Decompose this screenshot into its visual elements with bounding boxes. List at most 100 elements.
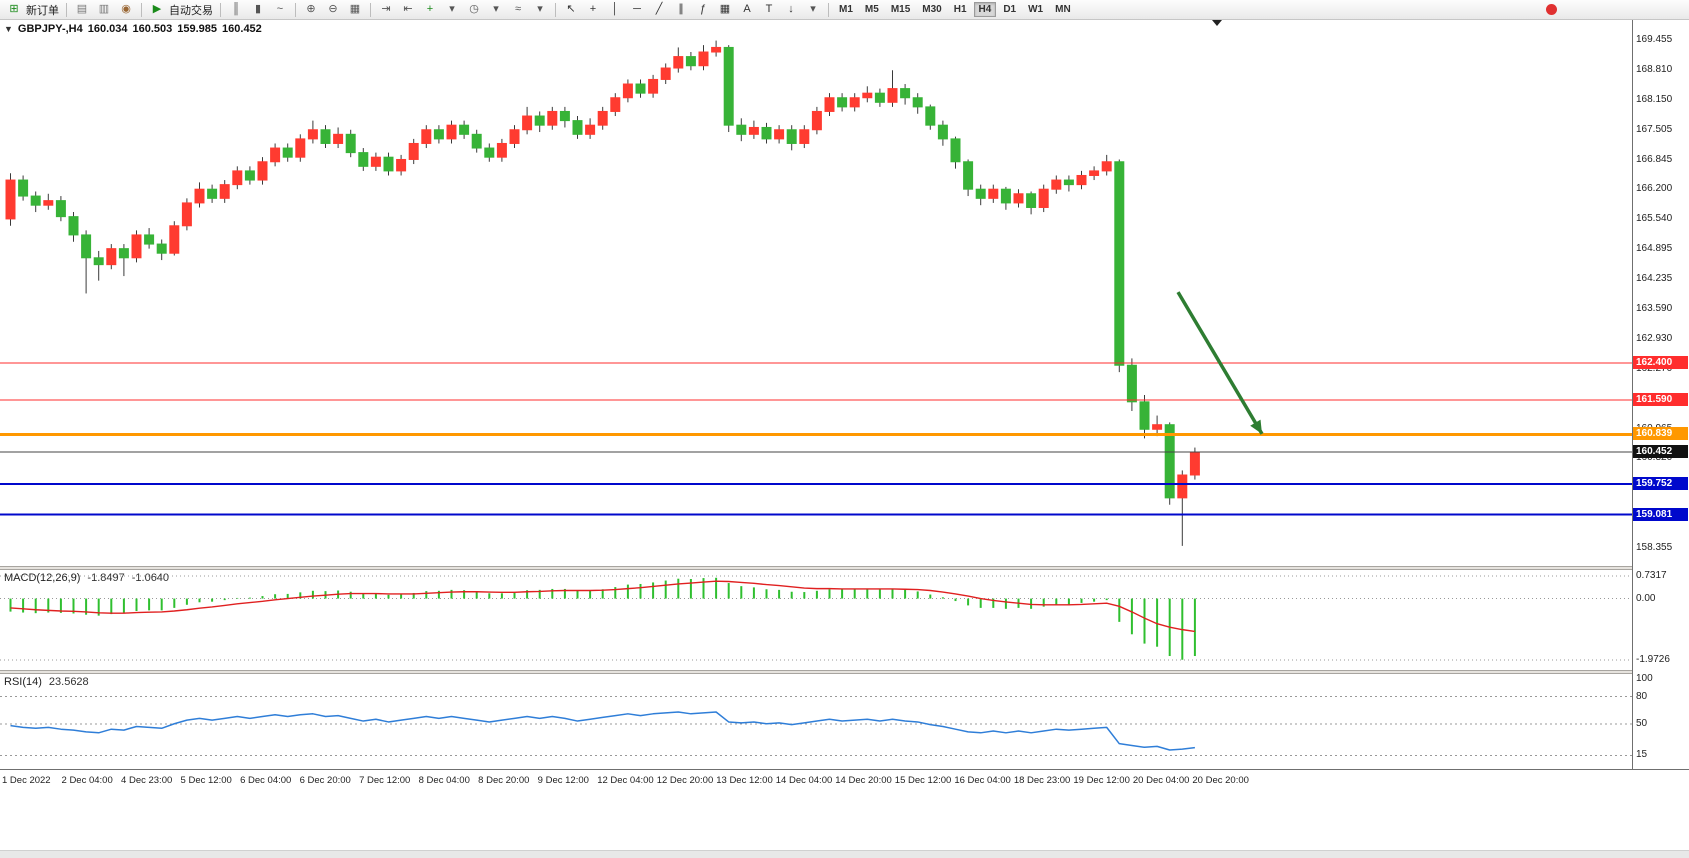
bullish-candle <box>698 51 709 67</box>
timeframe-button-m15[interactable]: M15 <box>890 4 911 15</box>
bullish-candle <box>1038 188 1049 208</box>
channel-icon: ∥ <box>678 3 684 15</box>
timeframe-button-m1[interactable]: M1 <box>839 4 853 15</box>
auto-trading-icon[interactable]: ▶ <box>147 2 167 18</box>
periods-dropdown-icon: ▾ <box>493 3 499 15</box>
ohlc-open: 160.034 <box>87 23 128 35</box>
templates-dropdown-icon[interactable]: ▾ <box>530 2 550 18</box>
fibonacci-icon[interactable]: ƒ <box>693 2 713 18</box>
timeframe-button-m30[interactable]: M30 <box>922 4 942 15</box>
trendline-icon: ╱ <box>655 3 663 15</box>
bar-chart-icon[interactable]: ║ <box>226 2 246 18</box>
time-axis-label: 19 Dec 12:00 <box>1073 775 1130 786</box>
profiles-icon[interactable]: ▥ <box>94 2 114 18</box>
bullish-candle <box>1013 193 1024 204</box>
arrows-icon[interactable]: ↓ <box>781 2 801 18</box>
alert-badge-icon[interactable] <box>1546 4 1557 15</box>
bearish-candle <box>900 88 911 99</box>
price-axis-tick: 167.505 <box>1636 123 1673 135</box>
candlestick-chart-icon[interactable]: ▮ <box>248 2 268 18</box>
macd-label: MACD(12,26,9) -1.8497 -1.0640 <box>4 572 169 584</box>
tile-windows-icon[interactable]: ▦ <box>345 2 365 18</box>
trendline-icon[interactable]: ╱ <box>649 2 669 18</box>
bullish-candle <box>648 78 659 94</box>
bearish-candle <box>118 248 129 259</box>
price-axis-tick: 164.895 <box>1636 242 1673 254</box>
vertical-line-icon: │ <box>611 3 619 15</box>
rsi-line <box>10 711 1195 751</box>
timeframe-button-mn[interactable]: MN <box>1055 4 1071 15</box>
price-axis-tick: 168.810 <box>1636 63 1673 75</box>
bottom-margin <box>0 795 1689 858</box>
chart-window-icon[interactable]: ▤ <box>72 2 92 18</box>
toolbar: ⊞ 新订单 ▤ ▥ ◉ ▶ 自动交易 ║ ▮ ~ ⊕ ⊖ ▦ ⇥ ⇤ + ▾ ◷ ▾ ≈ ▾ ↖ + │ ─ ╱ ∥ ƒ ▦ A T ↓ ▾ M1… <box>0 0 1689 20</box>
annotation-arrowhead <box>1250 419 1262 434</box>
zoom-in-icon[interactable]: ⊕ <box>301 2 321 18</box>
templates-icon[interactable]: ≈ <box>508 2 528 18</box>
timeframe-button-m5[interactable]: M5 <box>864 4 879 15</box>
bullish-candle <box>446 124 457 140</box>
auto-scroll-icon[interactable]: ⇥ <box>376 2 396 18</box>
macd-canvas[interactable] <box>0 570 1632 670</box>
new-order-icon[interactable]: ⊞ <box>4 2 24 18</box>
zoom-out-icon[interactable]: ⊖ <box>323 2 343 18</box>
bullish-candle <box>597 110 608 126</box>
grid-icon[interactable]: ▦ <box>715 2 735 18</box>
bearish-candle <box>207 188 218 199</box>
time-axis[interactable]: 1 Dec 2022 2 Dec 04:00 4 Dec 23:00 5 Dec 12… <box>0 769 1689 795</box>
bearish-candle <box>55 200 66 218</box>
bullish-candle <box>1101 161 1112 172</box>
bullish-candle <box>270 147 281 163</box>
timeframe-button-d1[interactable]: D1 <box>1003 4 1017 15</box>
periods-icon[interactable]: ◷ <box>464 2 484 18</box>
profiles-icon: ▥ <box>98 3 110 15</box>
bullish-candle <box>799 129 810 144</box>
price-axis-tick: 162.930 <box>1636 332 1673 344</box>
bullish-candle <box>509 129 520 144</box>
rsi-title: RSI(14) <box>4 676 42 688</box>
arrows-dropdown-icon[interactable]: ▾ <box>803 2 823 18</box>
bearish-candle <box>1126 364 1137 403</box>
time-axis-label: 9 Dec 12:00 <box>537 775 589 786</box>
bearish-candle <box>18 179 29 197</box>
chart-menu-dropdown-icon[interactable]: ▼ <box>4 24 13 34</box>
price-axis[interactable]: 169.455 168.810 168.150 167.505 166.845 166.2… <box>1632 20 1689 769</box>
bearish-candle <box>1063 179 1074 186</box>
price-axis-tick: 164.235 <box>1636 273 1673 285</box>
price-level-tag: 162.400 <box>1633 355 1688 369</box>
horizontal-line-icon[interactable]: ─ <box>627 2 647 18</box>
periods-dropdown-icon[interactable]: ▾ <box>486 2 506 18</box>
price-axis-tick: 166.200 <box>1636 183 1673 195</box>
text-icon[interactable]: A <box>737 2 757 18</box>
text-label-icon[interactable]: T <box>759 2 779 18</box>
bearish-candle <box>761 126 772 140</box>
timeframe-button-w1[interactable]: W1 <box>1028 4 1044 15</box>
time-axis-label: 7 Dec 12:00 <box>359 775 411 786</box>
price-axis-tick: 163.590 <box>1636 302 1673 314</box>
channel-icon[interactable]: ∥ <box>671 2 691 18</box>
vertical-line-icon[interactable]: │ <box>605 2 625 18</box>
timeframe-button-h1[interactable]: H1 <box>953 4 967 15</box>
indicators-icon[interactable]: + <box>420 2 440 18</box>
bullish-candle <box>774 129 785 140</box>
crosshair-icon[interactable]: + <box>583 2 603 18</box>
line-chart-icon[interactable]: ~ <box>270 2 290 18</box>
chart-shift-icon: ⇤ <box>403 3 413 15</box>
price-chart-canvas[interactable] <box>0 20 1632 566</box>
alerts-icon: ◉ <box>121 3 131 15</box>
timeframe-button-h4[interactable]: H4 <box>973 2 997 17</box>
chart-window: ▼ GBPJPY-,H4 160.034 160.503 159.985 160… <box>0 20 1689 858</box>
rsi-canvas[interactable] <box>0 674 1632 769</box>
time-axis-label: 20 Dec 20:00 <box>1192 775 1249 786</box>
rsi-value: 23.5628 <box>48 676 89 688</box>
cursor-icon[interactable]: ↖ <box>561 2 581 18</box>
alerts-icon[interactable]: ◉ <box>116 2 136 18</box>
price-level-tag: 159.752 <box>1633 477 1688 491</box>
panel-separator[interactable] <box>0 670 1689 674</box>
rsi-panel: RSI(14) 23.5628 <box>0 674 1632 769</box>
indicators-dropdown-icon[interactable]: ▾ <box>442 2 462 18</box>
bullish-candle <box>194 188 205 204</box>
panel-separator[interactable] <box>0 566 1689 570</box>
chart-shift-icon[interactable]: ⇤ <box>398 2 418 18</box>
bearish-candle <box>912 97 923 108</box>
